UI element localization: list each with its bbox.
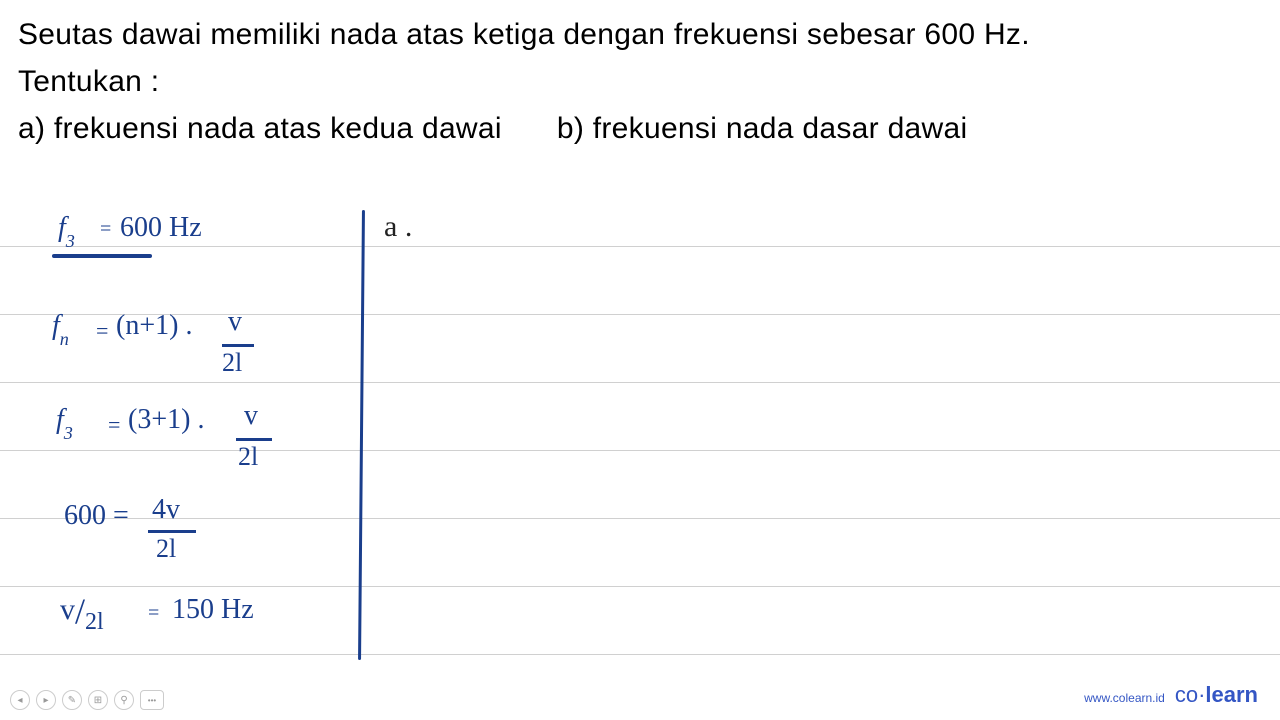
hw-4v: 4v: [152, 494, 180, 526]
hw-fn-var: fn: [52, 310, 69, 346]
brand-url: www.colearn.id: [1084, 691, 1165, 705]
part-b: b) frekuensi nada dasar dawai: [557, 106, 968, 151]
hw-2l: 2l: [156, 534, 176, 564]
footer-controls: ◂ ▸ ✎ ⊞ ⚲ •••: [10, 690, 164, 710]
hw-600eq: 600 =: [64, 500, 129, 532]
ruled-line: [0, 586, 1280, 587]
ruled-line: [0, 450, 1280, 451]
edit-icon[interactable]: ✎: [62, 690, 82, 710]
mode-icon[interactable]: •••: [140, 690, 164, 710]
footer-brand: www.colearn.id co·learn: [1084, 682, 1258, 708]
ruled-line: [0, 654, 1280, 655]
hw-eq: =: [100, 218, 111, 241]
ruled-line: [0, 518, 1280, 519]
question-line-2: Tentukan :: [18, 59, 1262, 104]
work-area: f3 = 600 Hz fn = (n+1) . v 2l f3 = (3+1)…: [0, 198, 1280, 673]
hw-eq: =: [96, 318, 108, 344]
divider-line: [358, 210, 365, 660]
question-block: Seutas dawai memiliki nada atas ketiga d…: [0, 0, 1280, 151]
grid-icon[interactable]: ⊞: [88, 690, 108, 710]
hw-eq: =: [108, 412, 120, 438]
underline: [52, 254, 152, 258]
hw-f3-var: f3: [58, 212, 75, 248]
hw-fn-expr: (n+1) .: [116, 310, 192, 342]
hw-eq: =: [148, 602, 159, 625]
ruled-line: [0, 246, 1280, 247]
frac-line: [236, 438, 272, 441]
zoom-icon[interactable]: ⚲: [114, 690, 134, 710]
hw-vfrac: v/2l: [60, 590, 104, 632]
hw-f3-expr: (3+1) .: [128, 404, 204, 436]
next-icon[interactable]: ▸: [36, 690, 56, 710]
hw-600hz: 600 Hz: [120, 212, 202, 244]
question-line-1: Seutas dawai memiliki nada atas ketiga d…: [18, 12, 1262, 57]
hw-f3-var2: f3: [56, 404, 73, 440]
hw-f3-den: 2l: [238, 442, 258, 472]
hw-section-a: a .: [384, 210, 412, 244]
ruled-line: [0, 382, 1280, 383]
brand-logo: co·learn: [1175, 682, 1258, 708]
part-a: a) frekuensi nada atas kedua dawai: [18, 106, 502, 151]
sub-questions: a) frekuensi nada atas kedua dawai b) fr…: [18, 106, 1262, 151]
prev-icon[interactable]: ◂: [10, 690, 30, 710]
footer: ◂ ▸ ✎ ⊞ ⚲ ••• www.colearn.id co·learn: [0, 682, 1280, 710]
frac-line: [148, 530, 196, 533]
frac-line: [222, 344, 254, 347]
hw-fn-den: 2l: [222, 348, 242, 378]
hw-150hz: 150 Hz: [172, 594, 254, 626]
hw-fn-num: v: [228, 306, 242, 338]
hw-f3-num: v: [244, 400, 258, 432]
